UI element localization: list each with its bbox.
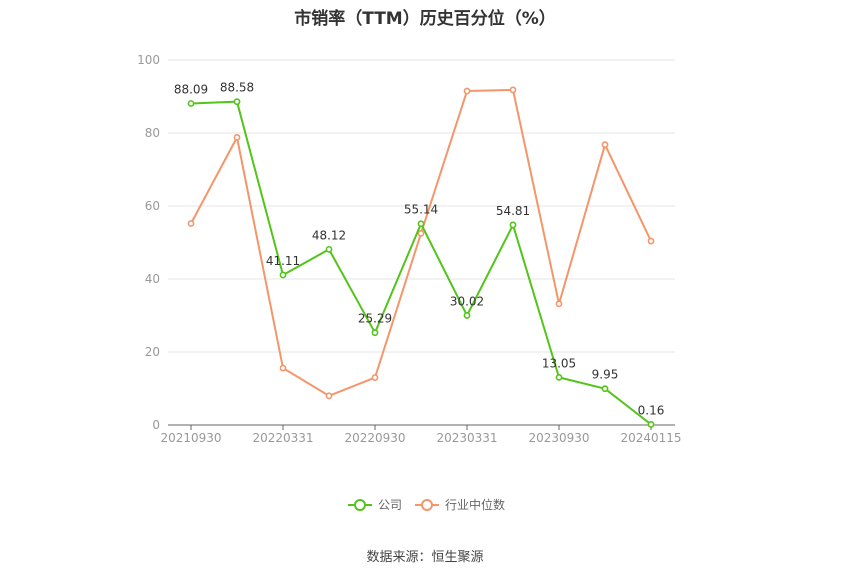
y-tick-label: 60 bbox=[145, 199, 160, 213]
data-point-company bbox=[325, 245, 333, 253]
data-point-company bbox=[601, 385, 609, 393]
data-point-industry-median bbox=[325, 392, 333, 400]
data-point-company bbox=[371, 329, 379, 337]
data-label: 88.58 bbox=[220, 81, 254, 95]
data-point-company bbox=[417, 220, 425, 228]
y-tick-label: 40 bbox=[145, 272, 160, 286]
x-tick-label: 20230930 bbox=[528, 431, 589, 445]
data-point-industry-median bbox=[371, 374, 379, 381]
data-point-company bbox=[233, 98, 241, 106]
data-point-company bbox=[555, 373, 563, 381]
data-point-industry-median bbox=[555, 300, 563, 308]
data-label: 25.29 bbox=[358, 312, 392, 326]
data-label: 13.05 bbox=[542, 356, 576, 370]
data-point-industry-median bbox=[647, 237, 655, 245]
legend-industry-median-marker bbox=[421, 499, 433, 511]
data-label: 54.81 bbox=[496, 204, 530, 218]
data-point-company bbox=[187, 100, 195, 107]
series-line-company bbox=[190, 100, 652, 426]
y-tick-label: 100 bbox=[137, 53, 160, 67]
y-tick-label: 20 bbox=[145, 345, 160, 359]
data-point-company bbox=[279, 271, 287, 279]
data-label: 9.95 bbox=[592, 368, 619, 382]
x-tick-label: 20240115 bbox=[620, 431, 681, 445]
data-point-industry-median bbox=[417, 229, 425, 237]
data-point-industry-median bbox=[279, 364, 287, 372]
x-tick-label: 20210930 bbox=[160, 431, 221, 445]
data-point-industry-median bbox=[509, 86, 517, 94]
x-tick-label: 20220930 bbox=[344, 431, 405, 445]
data-label: 30.02 bbox=[450, 294, 484, 308]
legend-company-label: 公司 bbox=[378, 498, 402, 512]
x-tick-label: 20220331 bbox=[252, 431, 313, 445]
legend-industry-median-label: 行业中位数 bbox=[445, 497, 505, 512]
x-tick-label: 20230331 bbox=[436, 431, 497, 445]
data-point-company bbox=[509, 221, 517, 229]
series-line-industry-median bbox=[190, 88, 652, 397]
data-source-note: 数据来源：恒生聚源 bbox=[366, 550, 484, 565]
data-label: 41.11 bbox=[266, 254, 300, 268]
data-point-industry-median bbox=[463, 87, 471, 95]
line-chart: 0 20 40 60 80 100 20210930 20220331 20220930 2023… bbox=[137, 53, 681, 512]
data-label: 88.09 bbox=[174, 82, 208, 96]
data-label: 48.12 bbox=[312, 228, 346, 242]
data-label: 0.16 bbox=[638, 403, 665, 417]
data-point-industry-median bbox=[601, 141, 609, 149]
data-point-industry-median bbox=[233, 133, 241, 141]
legend-company-marker bbox=[354, 499, 366, 511]
data-point-company bbox=[647, 421, 655, 428]
y-tick-label: 80 bbox=[145, 126, 160, 140]
chart-title: 市销率（TTM）历史百分位（%） bbox=[294, 9, 556, 29]
data-label: 55.14 bbox=[404, 203, 438, 217]
data-point-company bbox=[463, 312, 471, 319]
data-point-industry-median bbox=[187, 220, 195, 227]
y-tick-label: 0 bbox=[152, 418, 160, 432]
